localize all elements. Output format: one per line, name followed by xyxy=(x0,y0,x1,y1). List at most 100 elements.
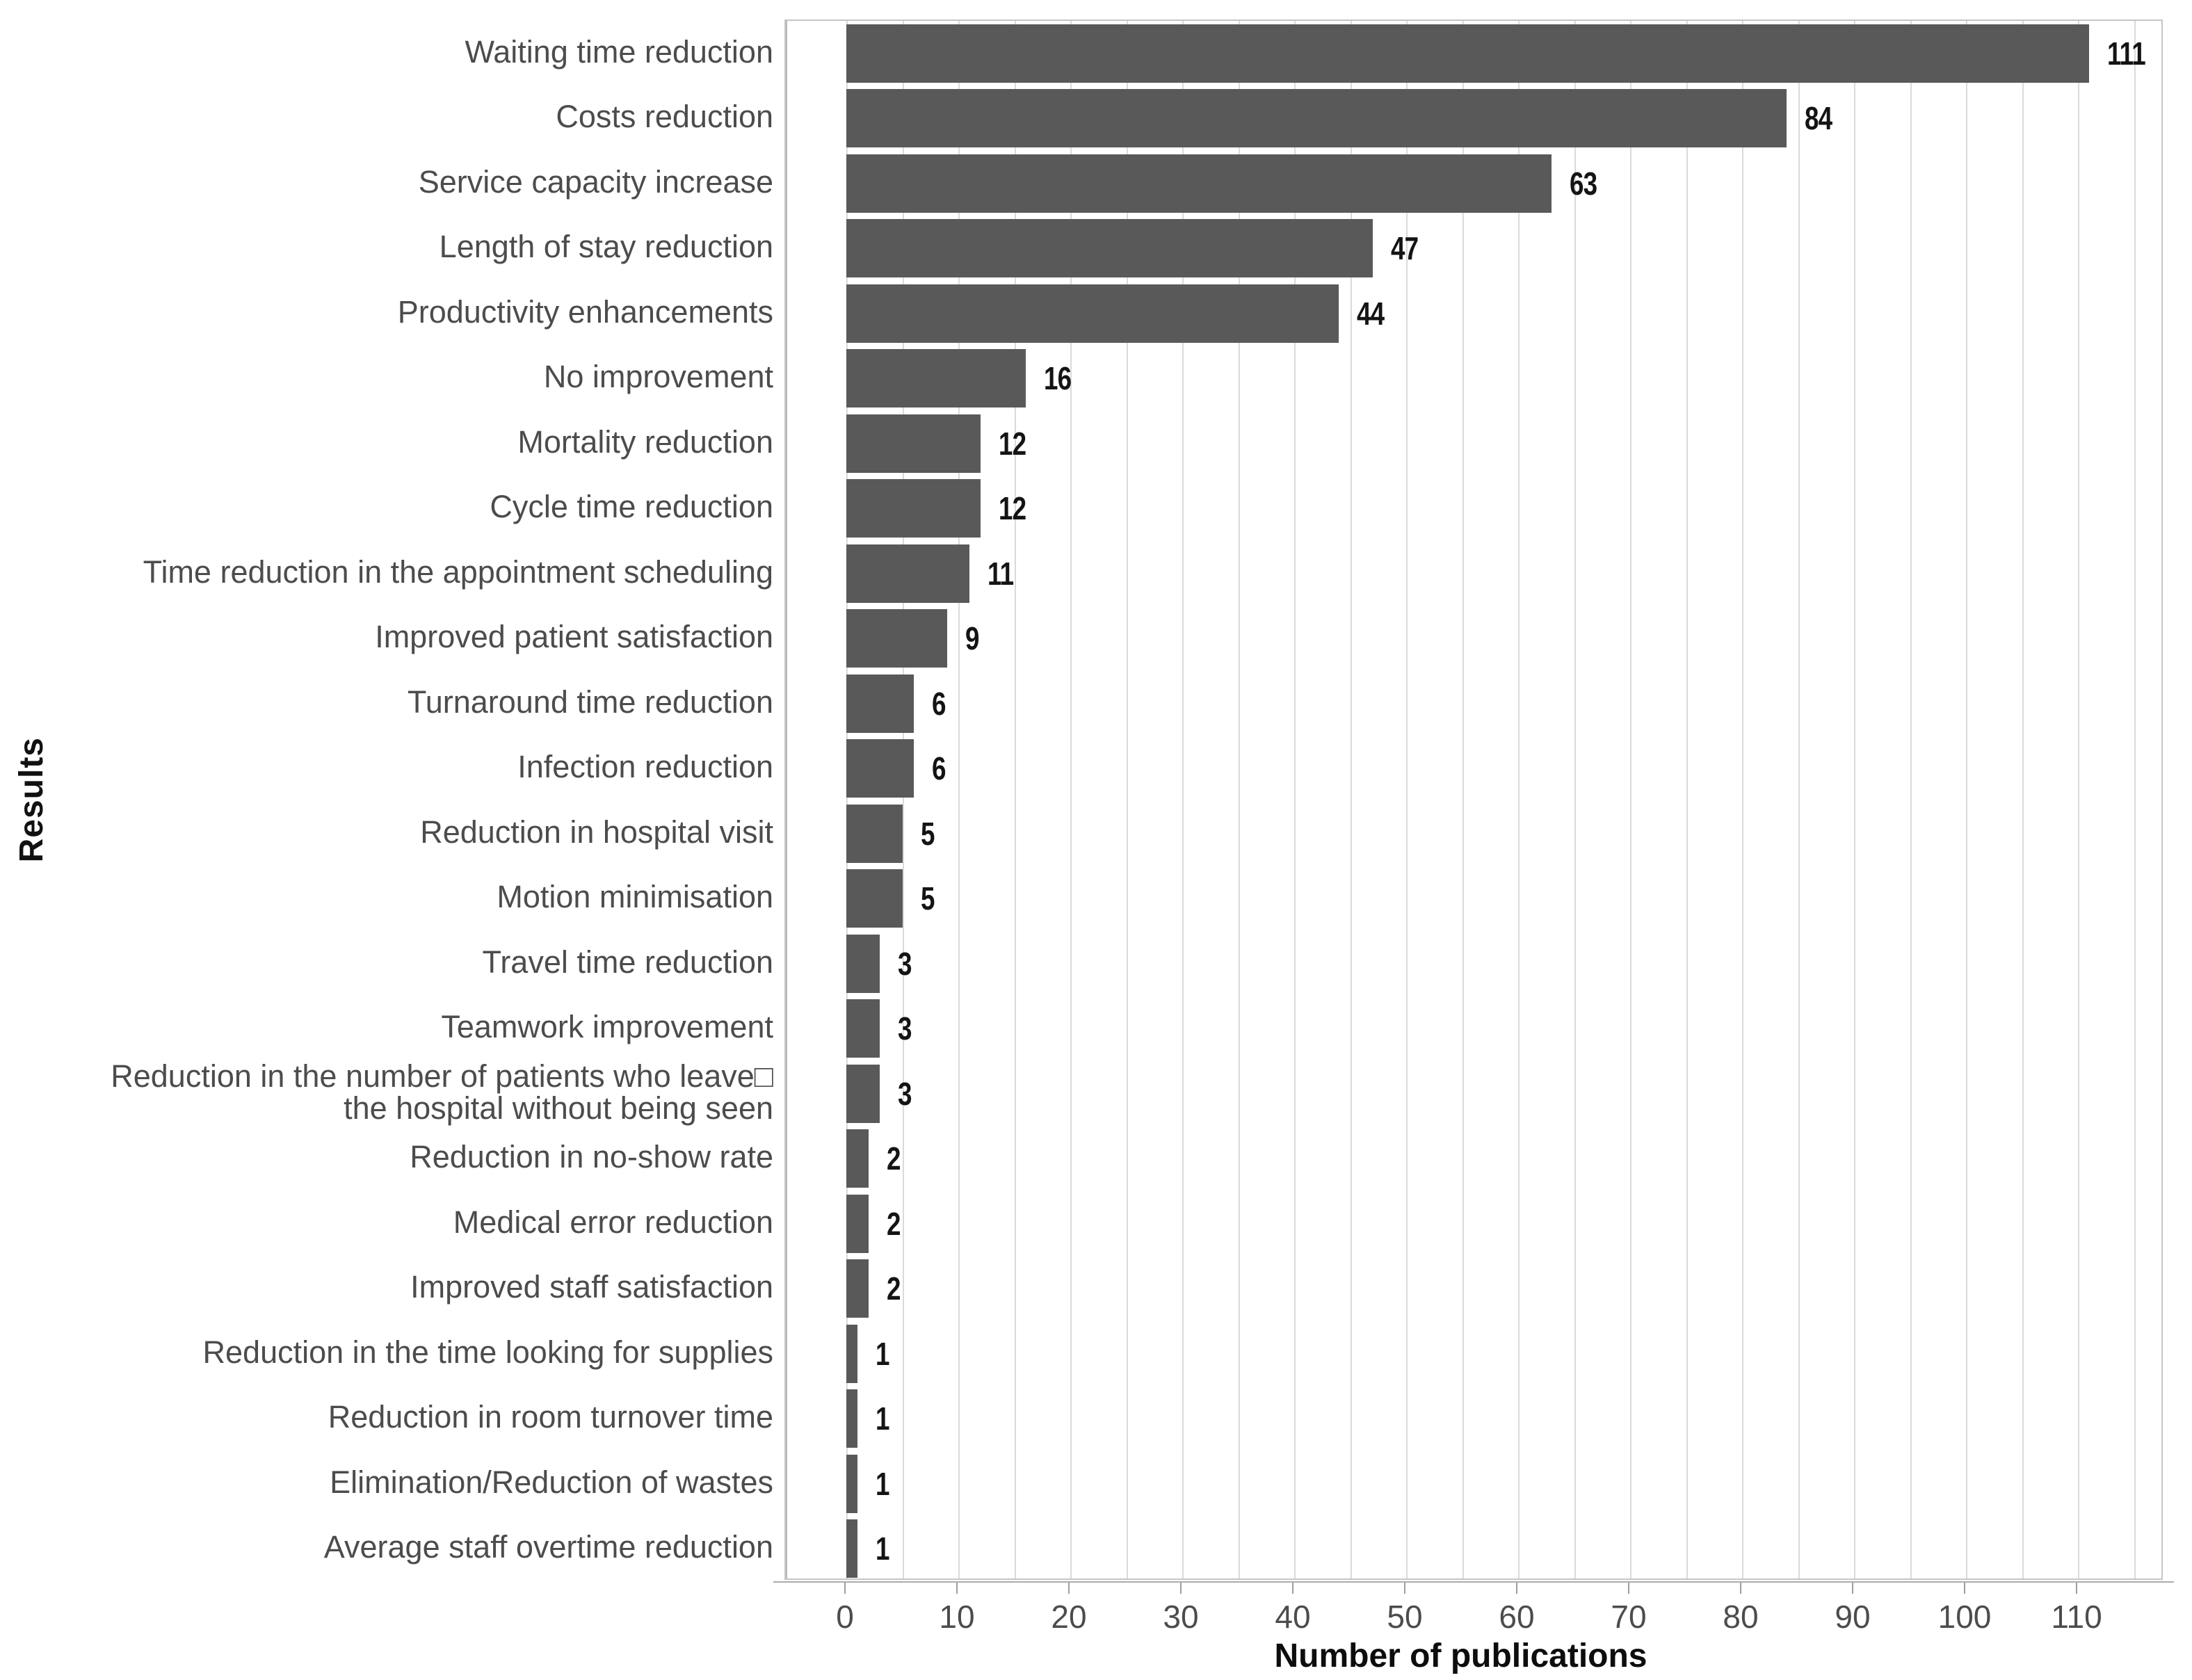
gridline-x-0 xyxy=(846,21,848,1578)
gridline-x-60 xyxy=(1518,21,1520,1578)
gridline-x-25 xyxy=(1126,21,1128,1578)
bar-value-label: 12 xyxy=(999,425,1026,462)
x-tick-mark xyxy=(1628,1583,1629,1594)
category-label: Improved staff satisfaction xyxy=(410,1269,773,1305)
bar-value-label: 9 xyxy=(965,620,979,657)
x-tick-label: 110 xyxy=(2051,1599,2102,1635)
bar xyxy=(846,1324,858,1383)
x-tick-mark xyxy=(1852,1583,1853,1594)
gridline-x-65 xyxy=(1574,21,1576,1578)
bar-value-label-wrap: 16 xyxy=(1044,346,1078,412)
gridline-x-20 xyxy=(1070,21,1072,1578)
bar-value-label: 6 xyxy=(931,750,946,787)
bar-value-label-wrap: 5 xyxy=(921,866,938,932)
bar xyxy=(846,544,970,603)
bar xyxy=(846,1064,880,1123)
gridline-x-15 xyxy=(1014,21,1016,1578)
y-axis-title-wrap: Results xyxy=(13,19,51,1580)
bar-value-label-wrap: 47 xyxy=(1391,216,1425,282)
gridline-x-40 xyxy=(1294,21,1296,1578)
gridline-x-35 xyxy=(1238,21,1240,1578)
bar-value-label: 1 xyxy=(876,1335,889,1372)
bar-value-label: 3 xyxy=(898,1075,912,1112)
gridline-x-100 xyxy=(1966,21,1967,1578)
bar xyxy=(846,219,1373,278)
x-axis-line xyxy=(773,1581,2174,1583)
y-axis-title: Results xyxy=(13,736,50,863)
x-tick-label: 0 xyxy=(836,1599,854,1635)
bar xyxy=(846,349,1026,408)
bar xyxy=(846,999,880,1058)
bar-value-label-wrap: 1 xyxy=(876,1517,893,1582)
x-tick-label: 10 xyxy=(939,1599,975,1635)
bar-value-label-wrap: 1 xyxy=(876,1451,893,1517)
category-label: No improvement xyxy=(543,359,773,395)
gridline-x-10 xyxy=(958,21,960,1578)
bar xyxy=(846,479,981,538)
bar-value-label-wrap: 111 xyxy=(2107,21,2155,86)
category-label: Waiting time reduction xyxy=(465,33,773,70)
bar-value-label-wrap: 6 xyxy=(932,671,949,736)
bar-value-label-wrap: 1 xyxy=(876,1387,893,1452)
x-tick-label: 30 xyxy=(1163,1599,1199,1635)
bar-value-label-wrap: 63 xyxy=(1570,151,1604,216)
category-label: Cycle time reduction xyxy=(490,489,773,525)
x-tick-mark xyxy=(1740,1583,1741,1594)
bar xyxy=(846,1129,869,1188)
bar-value-label: 16 xyxy=(1043,360,1072,397)
category-label: Teamwork improvement xyxy=(441,1009,773,1045)
bar xyxy=(846,154,1552,213)
category-label: Turnaround time reduction xyxy=(407,684,773,720)
x-tick-label: 60 xyxy=(1499,1599,1535,1635)
bar-value-label: 63 xyxy=(1570,165,1597,202)
bar xyxy=(846,869,903,928)
gridline-x-80 xyxy=(1742,21,1743,1578)
bar-value-label-wrap: 2 xyxy=(887,1257,904,1322)
bar-value-label-wrap: 3 xyxy=(898,931,915,996)
category-label: Improved patient satisfaction xyxy=(375,619,773,655)
bar xyxy=(846,804,903,863)
category-label: Travel time reduction xyxy=(482,944,774,980)
plot-panel: 111 84 63 47 44 16 12 12 11 9 6 6 5 5 3 3 3 2 2 2 1 1 1 1 xyxy=(784,19,2163,1580)
bar-value-label: 3 xyxy=(898,945,912,982)
category-label: Productivity enhancements xyxy=(397,293,773,330)
category-label: Service capacity increase xyxy=(418,163,773,200)
gridline-x-75 xyxy=(1686,21,1688,1578)
bar-value-label-wrap: 44 xyxy=(1357,281,1391,346)
bar-value-label-wrap: 1 xyxy=(876,1321,893,1387)
x-axis-title: Number of publications xyxy=(1274,1638,1647,1674)
bar-value-label: 1 xyxy=(876,1530,889,1567)
gridline-x-70 xyxy=(1630,21,1631,1578)
bar-value-label-wrap: 2 xyxy=(887,1126,904,1192)
category-label-column: Waiting time reduction Costs reduction Ser… xyxy=(83,19,773,1580)
bar-value-label-wrap: 11 xyxy=(988,541,1020,606)
bar-value-label: 12 xyxy=(999,490,1026,527)
x-tick-label: 70 xyxy=(1611,1599,1647,1635)
bar-value-label: 11 xyxy=(988,555,1014,592)
bar-value-label-wrap: 3 xyxy=(898,1061,915,1126)
bar xyxy=(846,1519,858,1578)
bar xyxy=(846,89,1787,148)
category-label: Motion minimisation xyxy=(497,879,773,915)
bar xyxy=(846,739,914,798)
category-label: Reduction in hospital visit xyxy=(420,814,773,850)
gridline-x-30 xyxy=(1182,21,1184,1578)
gridline-x-50 xyxy=(1406,21,1408,1578)
category-label: Costs reduction xyxy=(556,99,773,135)
category-label: Time reduction in the appointment schedu… xyxy=(143,554,773,590)
x-tick-mark xyxy=(1180,1583,1182,1594)
x-tick-mark xyxy=(1292,1583,1294,1594)
bar-value-label: 2 xyxy=(887,1270,901,1307)
x-tick-mark xyxy=(1404,1583,1405,1594)
bar-value-label: 5 xyxy=(920,880,935,917)
gridline-x-95 xyxy=(1910,21,1912,1578)
x-tick-label: 80 xyxy=(1723,1599,1759,1635)
gridline-x-55 xyxy=(1462,21,1464,1578)
bar-value-label: 111 xyxy=(2107,35,2146,72)
category-label: Reduction in the time looking for suppli… xyxy=(202,1334,773,1370)
category-label: Infection reduction xyxy=(517,749,773,785)
x-tick-label: 100 xyxy=(1937,1599,1992,1635)
bar-value-label: 3 xyxy=(898,1010,912,1047)
category-label: Average staff overtime reduction xyxy=(323,1529,773,1565)
